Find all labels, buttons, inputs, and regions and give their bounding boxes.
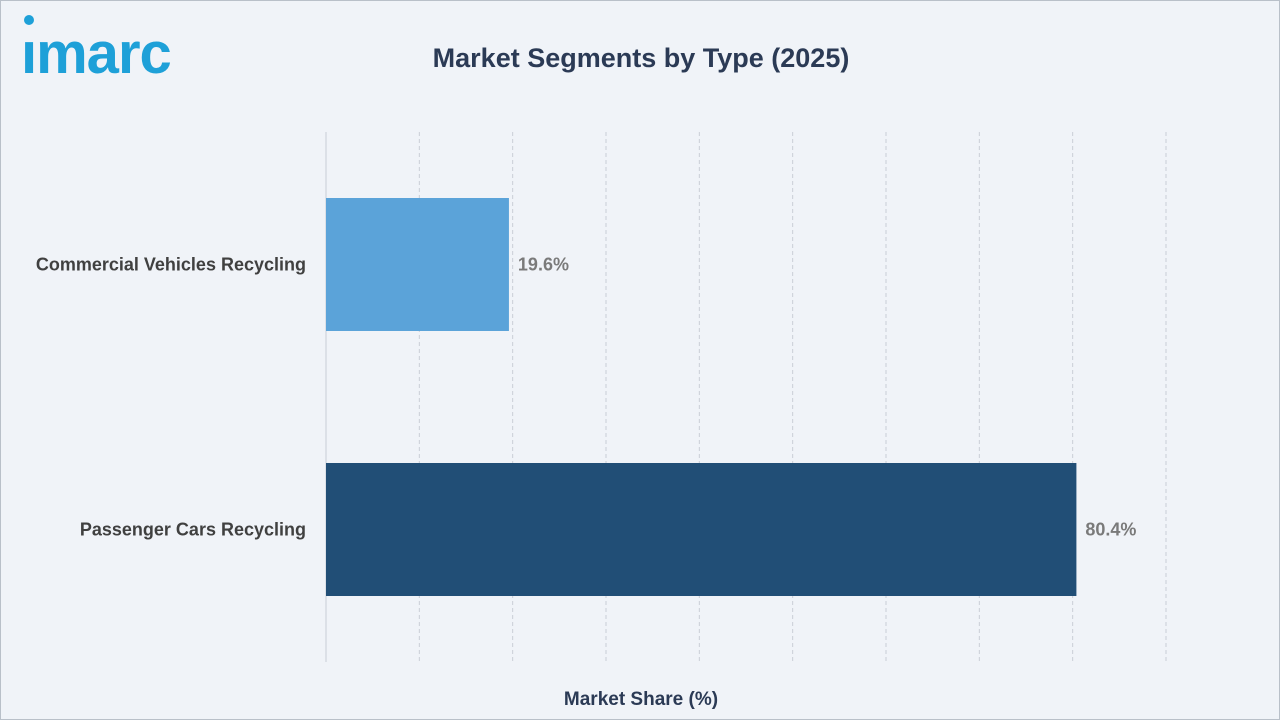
chart-title: Market Segments by Type (2025)	[432, 43, 850, 73]
bar	[326, 463, 1077, 596]
data-label: 19.6%	[518, 255, 569, 275]
category-label: Passenger Cars Recycling	[80, 520, 306, 540]
bar	[326, 198, 509, 331]
x-axis-title: Market Share (%)	[564, 689, 718, 710]
data-label: 80.4%	[1085, 520, 1136, 540]
category-label: Commercial Vehicles Recycling	[36, 255, 306, 275]
imarc-logo: ımarc	[21, 13, 211, 86]
svg-text:ımarc: ımarc	[21, 21, 171, 85]
